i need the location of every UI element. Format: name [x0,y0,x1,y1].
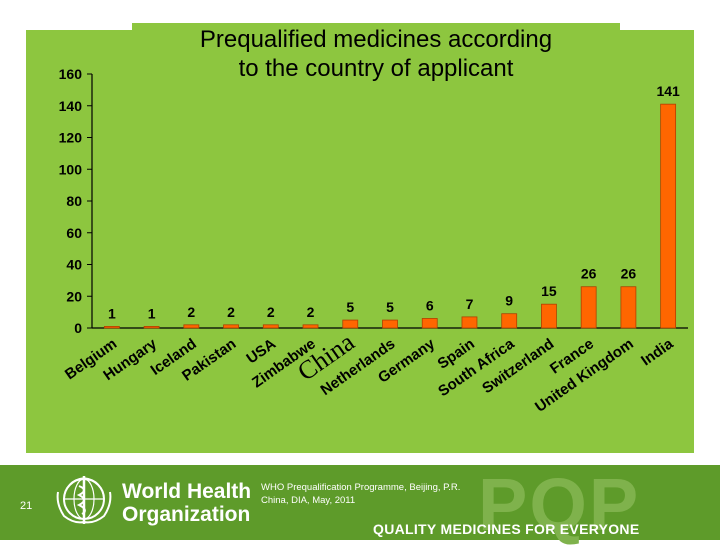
y-tick-label: 20 [66,288,82,304]
chart-title: Prequalified medicines according to the … [132,23,620,85]
bar-usa [262,324,279,329]
page-number: 21 [20,500,33,512]
who-emblem-icon [56,476,112,524]
bar-france [580,286,597,329]
data-label: 6 [426,297,434,313]
data-label: 15 [541,283,557,299]
bar-iceland [183,324,200,329]
bar-switzerland [541,303,557,329]
data-label: 5 [386,299,394,315]
bar-south-africa [501,313,518,329]
data-label: 2 [187,304,195,320]
data-label: 26 [621,266,637,282]
y-tick-label: 100 [59,161,83,177]
y-tick-label: 80 [66,193,82,209]
y-tick-label: 60 [66,225,82,241]
data-label: 2 [267,304,275,320]
chart-title-line1: Prequalified medicines according [199,26,553,53]
chart-title-line2: to the country of applicant [238,55,514,82]
organization-name: World Health Organization [122,480,251,526]
bar-united-kingdom [620,286,637,329]
data-label: 1 [108,305,116,321]
chart-area: 0 20 40 60 80 100 120 140 160 1 Belgium 1 Hungary 2 Ic… [26,30,694,453]
organization-name-line2: Organization [122,503,251,526]
bar-india [660,103,677,329]
pqp-logo: PQP [478,463,641,546]
bar-china [342,319,359,329]
data-label: 2 [227,304,235,320]
data-label: 2 [307,304,315,320]
y-tick-label: 40 [66,257,82,273]
data-label: 9 [505,293,513,309]
bar-belgium [103,326,120,329]
y-tick-label: 0 [74,320,82,336]
tagline: QUALITY MEDICINES FOR EVERYONE [373,521,640,537]
bar-spain [461,316,478,329]
bar-germany [421,318,438,329]
y-tick-label: 160 [59,66,83,82]
footer-bar [0,465,720,540]
data-label: 141 [656,83,680,99]
y-tick-label: 120 [59,130,83,146]
data-label: 1 [148,305,156,321]
bar-pakistan [223,324,239,329]
category-label: India [638,335,677,369]
event-caption: WHO Prequalification Programme, Beijing,… [261,482,461,506]
data-label: 7 [466,296,474,312]
bar-chart: 0204060801001201401601Belgium1Hungary2Ic… [59,66,688,416]
bar-zimbabwe [302,324,319,329]
data-label: 5 [346,299,354,315]
bar-netherlands [382,319,398,329]
data-label: 26 [581,266,597,282]
bar-hungary [143,326,160,329]
y-tick-label: 140 [59,98,83,114]
organization-name-line1: World Health [122,480,252,503]
